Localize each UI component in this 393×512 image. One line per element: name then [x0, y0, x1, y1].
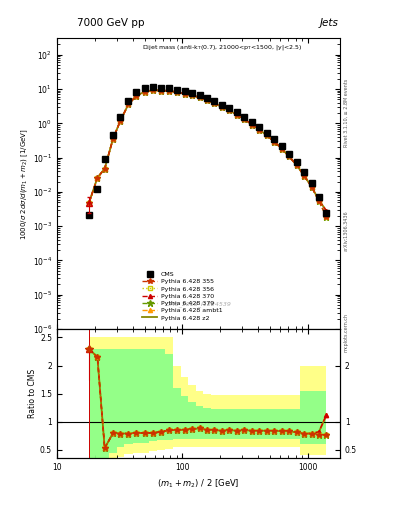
Text: Rivet 3.1.10, ≥ 2.8M events: Rivet 3.1.10, ≥ 2.8M events	[344, 78, 349, 147]
Legend: CMS, Pythia 6.428 355, Pythia 6.428 356, Pythia 6.428 370, Pythia 6.428 379, Pyt: CMS, Pythia 6.428 355, Pythia 6.428 356,…	[140, 269, 225, 323]
Text: Jets: Jets	[320, 18, 339, 28]
Text: CMS_2013_I1224539: CMS_2013_I1224539	[165, 302, 231, 308]
Text: mcplots.cern.ch: mcplots.cern.ch	[344, 313, 349, 352]
Y-axis label: $1000/\sigma\ 2d\sigma/d(m_1 + m_2)\ [\mathrm{1/GeV}]$: $1000/\sigma\ 2d\sigma/d(m_1 + m_2)\ [\m…	[20, 128, 30, 240]
Text: 7000 GeV pp: 7000 GeV pp	[77, 18, 144, 28]
Y-axis label: Ratio to CMS: Ratio to CMS	[28, 369, 37, 418]
X-axis label: $(m_1 + m_2)\ /\ 2$ [GeV]: $(m_1 + m_2)\ /\ 2$ [GeV]	[157, 478, 240, 490]
Text: arXiv:1306.3436: arXiv:1306.3436	[344, 210, 349, 251]
Text: Dijet mass (anti-k$_\mathregular{T}$(0.7), 21000<p$_\mathregular{T}$<1500, |y|<2: Dijet mass (anti-k$_\mathregular{T}$(0.7…	[142, 43, 302, 52]
